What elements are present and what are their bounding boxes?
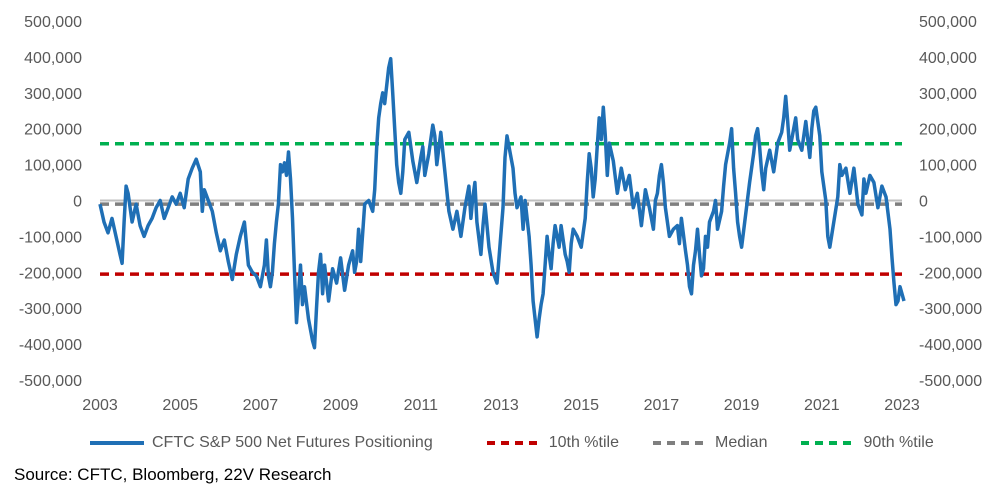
y-tick-right: 300,000 — [919, 86, 977, 103]
legend-swatch-red-dashed — [486, 441, 541, 445]
y-tick-left: 100,000 — [24, 158, 82, 175]
series-group — [98, 56, 906, 350]
y-tick-right: 100,000 — [919, 158, 977, 175]
legend-label-90th: 90th %tile — [863, 434, 934, 451]
y-tick-left: 500,000 — [24, 14, 82, 31]
chart-legend: CFTC S&P 500 Net Futures Positioning 10t… — [90, 432, 990, 454]
y-tick-right: 400,000 — [919, 50, 977, 67]
legend-item-10th: 10th %tile — [486, 434, 619, 452]
legend-label-10th: 10th %tile — [548, 434, 619, 451]
y-tick-left: 300,000 — [24, 86, 82, 103]
y-tick-right: -400,000 — [919, 337, 982, 354]
y-tick-right: -200,000 — [919, 265, 982, 282]
y-tick-right: -300,000 — [919, 301, 982, 318]
y-tick-right: -100,000 — [919, 229, 982, 246]
y-axis-right: 500,000 400,000 300,000 200,000 100,000 0 -100… — [919, 14, 982, 390]
y-tick-left: 400,000 — [24, 50, 82, 67]
reference-lines — [100, 142, 902, 276]
x-tick: 2009 — [323, 397, 359, 414]
x-tick: 2013 — [483, 397, 519, 414]
y-tick-right: 500,000 — [919, 14, 977, 31]
x-axis: 2003 2005 2007 2009 2011 2013 2015 2017 2019 2021… — [82, 397, 920, 414]
y-tick-left: -100,000 — [19, 229, 82, 246]
y-tick-left: 0 — [73, 194, 82, 211]
y-tick-left: -300,000 — [19, 301, 82, 318]
y-tick-right: -500,000 — [919, 373, 982, 390]
x-tick: 2015 — [563, 397, 599, 414]
legend-swatch-blue-line — [90, 441, 144, 445]
x-tick: 2021 — [804, 397, 840, 414]
x-tick: 2019 — [724, 397, 760, 414]
y-tick-left: -500,000 — [19, 373, 82, 390]
x-tick: 2005 — [162, 397, 198, 414]
source-note: Source: CFTC, Bloomberg, 22V Research — [14, 465, 332, 484]
series-line-0 — [98, 56, 906, 350]
y-tick-left: -200,000 — [19, 265, 82, 282]
legend-label-median: Median — [714, 434, 768, 451]
x-tick: 2003 — [82, 397, 118, 414]
chart-plot-area: 500,000 400,000 300,000 200,000 100,000 0 -100… — [19, 14, 982, 414]
x-tick: 2007 — [243, 397, 279, 414]
legend-item-median: Median — [652, 434, 768, 452]
x-tick: 2011 — [404, 397, 439, 414]
y-tick-right: 0 — [919, 194, 928, 211]
y-tick-left: 200,000 — [24, 122, 82, 139]
x-tick: 2023 — [884, 397, 920, 414]
x-tick: 2017 — [644, 397, 680, 414]
legend-item-90th: 90th %tile — [801, 434, 934, 452]
legend-item-net-positioning: CFTC S&P 500 Net Futures Positioning — [90, 434, 433, 452]
legend-label-net-positioning: CFTC S&P 500 Net Futures Positioning — [152, 434, 433, 451]
y-tick-left: -400,000 — [19, 337, 82, 354]
y-tick-right: 200,000 — [919, 122, 977, 139]
legend-swatch-grey-dashed — [652, 441, 707, 445]
y-axis-left: 500,000 400,000 300,000 200,000 100,000 0 -100… — [19, 14, 82, 390]
legend-swatch-green-dashed — [801, 441, 856, 445]
